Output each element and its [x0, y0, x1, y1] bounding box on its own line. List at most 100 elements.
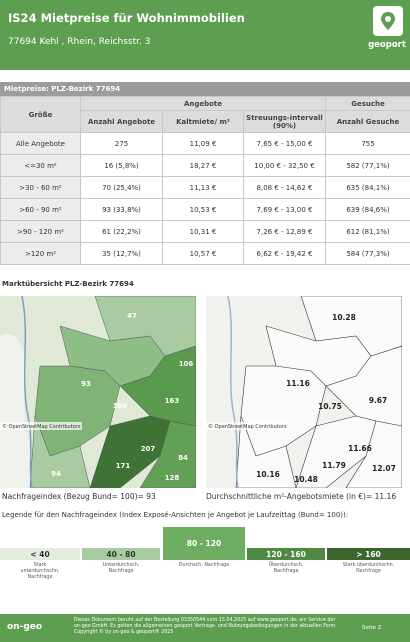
map-label: 207 [141, 445, 156, 453]
logo-text: geoport [368, 40, 406, 50]
table-cell: 11,13 € [162, 176, 244, 199]
map-label: 128 [165, 474, 180, 482]
legend-label: Überdurchsch. Nachfrage [268, 563, 304, 574]
column-header: Größe [0, 96, 81, 133]
map-label: 10.48 [294, 475, 318, 484]
legend-box: 80 - 120 [163, 527, 245, 560]
market-title: Marktübersicht PLZ-Bezirk 77694 [2, 280, 134, 288]
legend-label: Unterdurchsch. Nachfrage [102, 563, 140, 574]
footer: on-geo Dieses Dokument beruht auf der Be… [0, 614, 410, 642]
districts [235, 296, 402, 488]
map-label: 106 [113, 402, 128, 410]
table-cell: 7,65 € - 15,00 € [243, 132, 326, 155]
demand-map: 47 93 106 106 163 207 84 171 128 94 © OpenStreetMa… [0, 296, 196, 488]
legend-box: > 160 [327, 548, 410, 560]
district [139, 420, 196, 488]
table-cell: 635 (84,1%) [325, 176, 410, 199]
table-row: Alle Angebote 275 11,09 €7,65 € - 15,00 €7… [0, 132, 410, 155]
map-label: 12.07 [372, 464, 396, 473]
table-cell: 582 (77,1%) [325, 154, 410, 177]
table-row: >30 - 60 m² 70 (25,4%) 11,13 €8,08 € - 14,… [0, 176, 410, 199]
table-row: >60 - 90 m² 93 (33,8%) 10,53 €7,69 € - 13,… [0, 198, 410, 221]
title: IS24 Mietpreise für Wohnimmobilien [8, 11, 245, 25]
rent-table: Größe Angebote Gesuche Anzahl Angebote K… [0, 96, 410, 265]
table-cell: 6,62 € - 19,42 € [243, 242, 326, 265]
map-label: 11.16 [286, 379, 310, 388]
attribution: © OpenStreetMap Contributors [2, 423, 81, 430]
attribution-bg [206, 422, 288, 430]
row-label: <=30 m² [0, 154, 81, 177]
rent-map: 10.28 11.16 10.75 9.67 11.66 10.16 10.48 11.79 1… [206, 296, 402, 488]
map-label: 94 [51, 470, 61, 478]
header: IS24 Mietpreise für Wohnimmobilien 77694… [0, 0, 410, 70]
row-label: >30 - 60 m² [0, 176, 81, 199]
subtitle: 77694 Kehl , Rhein, Reichsstr. 3 [8, 37, 151, 47]
footer-logo: on-geo [7, 622, 43, 632]
legend-box: 40 - 80 [82, 548, 160, 560]
table-row: >90 - 120 m² 61 (22,2%) 10,31 €7,26 € - 12… [0, 220, 410, 243]
column-header: Anzahl Gesuche [325, 110, 410, 133]
row-label: Alle Angebote [0, 132, 81, 155]
map-label: 171 [116, 462, 131, 470]
table-cell: 8,08 € - 14,62 € [243, 176, 326, 199]
map-label: 11.66 [348, 444, 372, 453]
row-label: >120 m² [0, 242, 81, 265]
map-label: 163 [165, 397, 180, 405]
column-header: Kaltmiete/ m² [162, 110, 244, 133]
legend-label: Stark unterdurchschn. Nachfrage [20, 563, 60, 580]
map-label: 106 [179, 360, 194, 368]
table-row: <=30 m² 16 (5,8%) 18,27 €10,00 € - 32,50 €… [0, 154, 410, 177]
map-label: 10.28 [332, 313, 356, 322]
footer-text: Dieses Dokument beruht auf der Bestellun… [74, 618, 337, 636]
row-label: >60 - 90 m² [0, 198, 81, 221]
map-label: 9.67 [369, 396, 388, 405]
river [227, 296, 239, 488]
pin-dot [385, 16, 391, 22]
table-cell: 612 (81,1%) [325, 220, 410, 243]
attribution-bg [0, 422, 82, 430]
table-cell: 18,27 € [162, 154, 244, 177]
outside-area [0, 334, 32, 488]
table-body: Alle Angebote 275 11,09 €7,65 € - 15,00 €7… [0, 132, 410, 265]
page-number: Seite 2 [362, 625, 382, 631]
table-cell: 61 (22,2%) [80, 220, 163, 243]
section-title: Mietpreise: PLZ-Bezirk 77694 [0, 82, 410, 96]
table-cell: 639 (84,6%) [325, 198, 410, 221]
group-header: Gesuche [325, 96, 410, 111]
map-caption: Durchschnittliche m²-Angebotsmiete (in €… [206, 492, 397, 501]
table-cell: 7,26 € - 12,89 € [243, 220, 326, 243]
map-label: 47 [127, 312, 137, 320]
row-label: >90 - 120 m² [0, 220, 81, 243]
table-cell: 10,57 € [162, 242, 244, 265]
table-cell: 35 (12,7%) [80, 242, 163, 265]
legend-box: 120 - 160 [247, 548, 325, 560]
legend-box: < 40 [0, 548, 80, 560]
table-cell: 275 [80, 132, 163, 155]
map-label: 93 [81, 380, 91, 388]
table-cell: 755 [325, 132, 410, 155]
table-cell: 10,31 € [162, 220, 244, 243]
legend-title: Legende für den Nachfrageindex (Index Ex… [2, 511, 349, 519]
river [21, 296, 33, 488]
table-cell: 16 (5,8%) [80, 154, 163, 177]
map-label: 84 [178, 454, 188, 462]
logo-graphic [381, 12, 395, 30]
group-header: Angebote [80, 96, 326, 111]
map-label: 10.75 [318, 402, 342, 411]
table-cell: 11,09 € [162, 132, 244, 155]
table-cell: 10,00 € - 32,50 € [243, 154, 326, 177]
table-cell: 584 (77,3%) [325, 242, 410, 265]
column-header: Streuungs-intervall (90%) [243, 110, 326, 133]
map-label: 10.16 [256, 470, 280, 479]
map-caption: Nachfrageindex (Bezug Bund= 100)= 93 [2, 492, 156, 501]
map-label: 11.79 [322, 461, 346, 470]
logo-icon [373, 6, 403, 36]
legend-label: Stark überdurchschn. Nachfrage [342, 563, 395, 574]
table-cell: 70 (25,4%) [80, 176, 163, 199]
legend-label: Durchsch. Nachfrage [178, 563, 230, 568]
table-cell: 93 (33,8%) [80, 198, 163, 221]
table-cell: 10,53 € [162, 198, 244, 221]
table-row: >120 m² 35 (12,7%) 10,57 €6,62 € - 19,42 €… [0, 242, 410, 265]
column-header: Anzahl Angebote [80, 110, 163, 133]
